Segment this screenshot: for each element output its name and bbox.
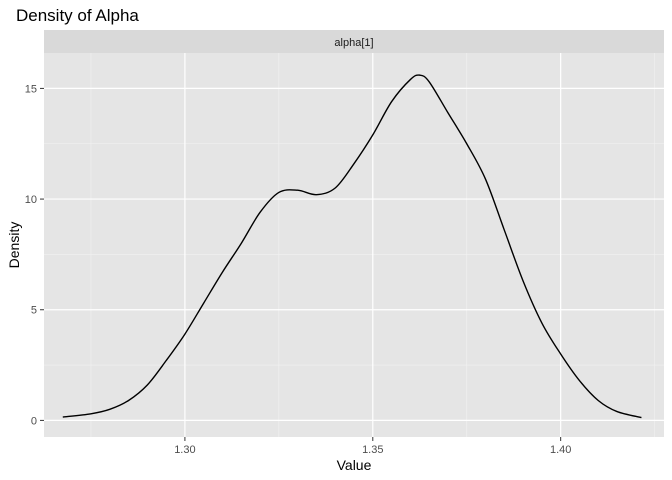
chart-title: Density of Alpha [16, 6, 139, 25]
y-axis-title: Density [6, 222, 22, 269]
y-tick-label: 5 [31, 305, 37, 317]
facet-strip [44, 30, 664, 53]
x-tick-label: 1.35 [362, 444, 383, 456]
y-tick-label: 10 [25, 194, 37, 206]
x-tick-label: 1.40 [550, 444, 571, 456]
x-tick-label: 1.30 [174, 444, 195, 456]
density-line [62, 74, 642, 419]
facet-strip-label: alpha[1] [334, 37, 373, 49]
x-axis-title: Value [337, 457, 372, 473]
plot-panel [44, 53, 664, 437]
major-gridlines [44, 53, 664, 437]
y-axis: 0 5 10 15 [25, 83, 44, 427]
x-axis: 1.30 1.35 1.40 [174, 437, 571, 456]
y-tick-label: 15 [25, 83, 37, 95]
y-tick-label: 0 [31, 415, 37, 427]
density-series [62, 74, 642, 419]
